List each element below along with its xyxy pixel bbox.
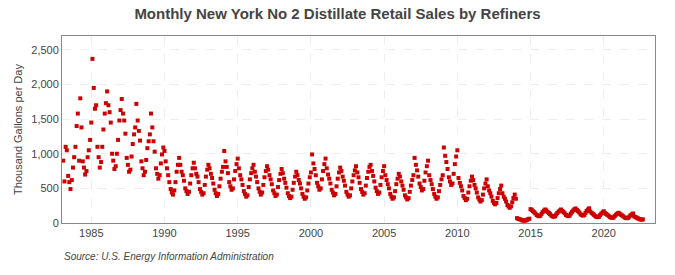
svg-text:1990: 1990 [152, 227, 176, 239]
svg-text:2005: 2005 [372, 227, 396, 239]
svg-text:2020: 2020 [592, 227, 616, 239]
svg-text:1995: 1995 [225, 227, 249, 239]
svg-text:1,000: 1,000 [31, 148, 59, 160]
svg-text:2,000: 2,000 [31, 78, 59, 90]
svg-text:Source: U.S. Energy Informatio: Source: U.S. Energy Information Administ… [64, 251, 274, 262]
svg-text:2000: 2000 [299, 227, 323, 239]
svg-text:2015: 2015 [518, 227, 542, 239]
svg-text:1,500: 1,500 [31, 113, 59, 125]
svg-text:2010: 2010 [445, 227, 469, 239]
svg-text:Monthly New York No 2 Distilla: Monthly New York No 2 Distillate Retail … [134, 5, 540, 22]
svg-text:2,500: 2,500 [31, 44, 59, 56]
svg-text:1985: 1985 [79, 227, 103, 239]
svg-text:Thousand Gallons per Day: Thousand Gallons per Day [12, 64, 24, 195]
svg-text:500: 500 [40, 182, 58, 194]
svg-text:0: 0 [53, 217, 59, 229]
